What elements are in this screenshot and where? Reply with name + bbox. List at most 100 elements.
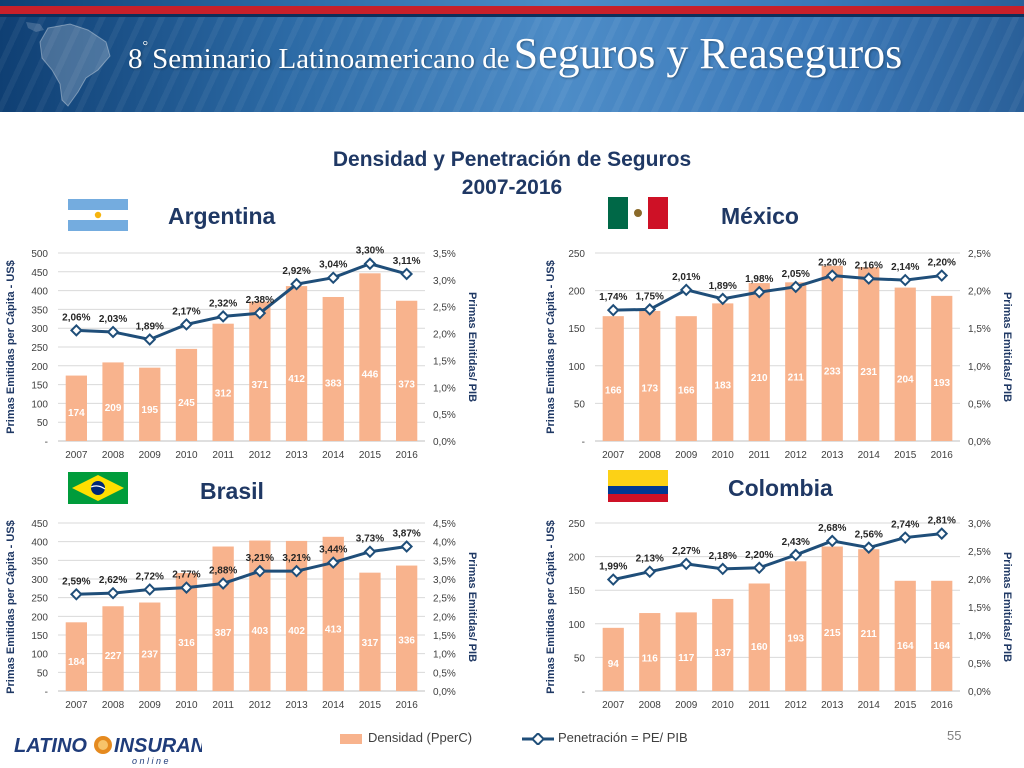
y2-tick-label: 1,5% [433,631,456,642]
line-point [180,318,193,331]
bar-value-label: 94 [608,659,620,670]
bar-value-label: 210 [751,373,768,384]
y-tick-label: 300 [31,575,48,586]
bar [785,561,807,691]
line-point [180,581,193,594]
y-tick-label: 500 [31,249,48,260]
y2-axis-title: Primas Emitidas/ PIB [1001,552,1013,662]
x-tick-label: 2009 [675,450,698,461]
line-value-label: 3,21% [282,553,310,564]
line-value-label: 1,89% [136,321,164,332]
country-title-colombia: Colombia [728,475,833,501]
x-tick-label: 2011 [748,450,770,461]
line-value-label: 2,18% [709,551,737,562]
banner-red-stripe [0,6,1024,14]
y2-tick-label: 3,0% [433,276,456,287]
y-axis-title: Primas Emitidas per Cápita - US$ [5,260,17,434]
slide-subtitle: 2007-2016 [461,176,563,199]
x-tick-label: 2014 [858,450,881,461]
line-value-label: 2,01% [672,272,700,283]
banner-texture [0,17,1024,112]
y-tick-label: 150 [31,381,48,392]
banner-blue-stripe [0,14,1024,17]
bar-value-label: 312 [215,388,232,399]
x-tick-label: 2010 [175,450,198,461]
bar-value-label: 160 [751,642,768,653]
y-tick-label: 150 [568,586,585,597]
line-point [106,586,120,600]
line-point [752,561,766,575]
line-point [216,577,230,590]
x-tick-label: 2011 [212,450,234,461]
y-tick-label: 250 [568,519,585,530]
bar-value-label: 117 [678,653,695,664]
y-tick-label: 50 [574,653,586,664]
x-tick-label: 2015 [359,450,382,461]
y2-tick-label: 2,0% [433,330,456,341]
bar [102,362,124,441]
line-point [290,277,303,291]
y2-tick-label: 2,0% [968,287,991,298]
svg-text:o n l i n e: o n l i n e [132,756,169,766]
line-point [253,564,267,578]
y2-tick-label: 0,0% [968,437,991,448]
bar [175,573,198,691]
y2-tick-label: 4,0% [433,538,456,549]
penetration-line [613,274,942,312]
line-value-label: 3,30% [356,246,384,257]
line-point [326,556,340,569]
bar-value-label: 174 [68,408,85,419]
line-value-label: 3,87% [392,529,420,540]
x-tick-label: 2012 [785,700,808,711]
x-tick-label: 2008 [102,700,125,711]
x-tick-label: 2013 [285,700,308,711]
x-tick-label: 2013 [821,450,844,461]
bar [139,367,161,441]
country-title-brasil: Brasil [200,478,264,504]
y2-tick-label: 0,5% [433,668,456,679]
line-point [679,557,693,571]
x-tick-label: 2011 [212,700,234,711]
page-number: 55 [947,728,962,743]
y2-axis-title: Primas Emitidas/ PIB [466,552,478,662]
line-point [898,273,912,287]
line-value-label: 1,75% [636,291,664,302]
y-axis-title: Primas Emitidas per Cápita - US$ [545,260,557,434]
line-point [216,310,230,323]
y2-tick-label: 2,5% [433,594,456,605]
line-point [400,540,414,553]
line-point [679,283,693,297]
y2-tick-label: 1,0% [968,362,991,373]
y2-tick-label: 1,5% [433,356,456,367]
y2-tick-label: 0,0% [433,687,456,698]
bar-value-label: 412 [288,374,305,385]
svg-text:LATINO: LATINO [14,735,87,757]
line-point [69,323,83,337]
banner-ordinal: 8 [128,43,143,75]
x-tick-label: 2008 [102,450,125,461]
line-point [606,303,620,317]
line-value-label: 2,16% [855,261,883,272]
y-tick-label: 50 [574,399,586,410]
legend-line-label: Penetración = PE/ PIB [558,730,688,745]
line-point [898,531,912,544]
bar-value-label: 237 [141,649,158,660]
bar-value-label: 209 [105,403,122,414]
bar [249,540,271,691]
x-tick-label: 2015 [359,700,382,711]
bar [931,295,953,441]
y2-tick-label: 1,0% [968,631,991,642]
x-tick-label: 2007 [65,450,88,461]
bar [821,265,843,441]
line-value-label: 3,73% [356,534,384,545]
y-tick-label: - [45,687,48,698]
bar-value-label: 403 [252,626,269,637]
line-value-label: 3,44% [319,545,347,556]
bar [212,323,234,441]
colombia-flag [608,470,668,502]
banner-ordinal-sup: ° [142,39,149,54]
brasil-flag [68,472,128,504]
y2-tick-label: 0,0% [433,437,456,448]
bar-value-label: 195 [141,405,158,416]
slide-title: Densidad y Penetración de Seguros [332,148,692,171]
